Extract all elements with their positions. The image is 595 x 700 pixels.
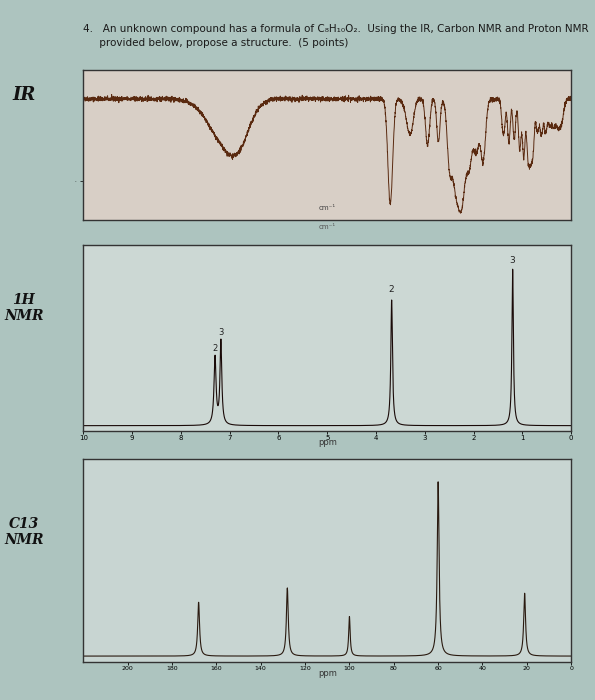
Text: 3: 3 [218,328,224,337]
Text: 1H
NMR: 1H NMR [4,293,43,323]
Text: 4.   An unknown compound has a formula of C₈H₁₀O₂.  Using the IR, Carbon NMR and: 4. An unknown compound has a formula of … [83,25,589,48]
Text: 2: 2 [212,344,218,354]
Text: 2: 2 [389,285,394,294]
Text: 3: 3 [510,256,515,265]
Text: cm⁻¹: cm⁻¹ [319,205,336,211]
Text: IR: IR [12,85,36,104]
Text: ppm: ppm [318,438,337,447]
Text: cm⁻¹: cm⁻¹ [319,224,336,230]
Text: C13
NMR: C13 NMR [4,517,43,547]
Text: ppm: ppm [318,668,337,678]
